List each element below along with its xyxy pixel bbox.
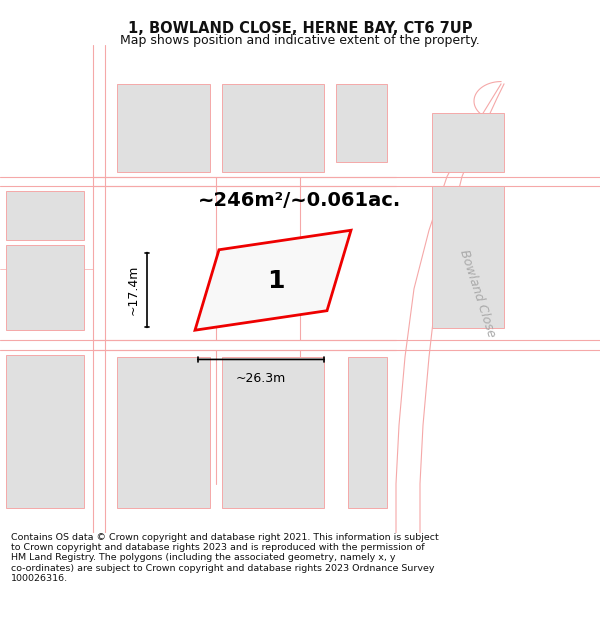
Polygon shape <box>6 191 84 240</box>
Polygon shape <box>222 84 324 172</box>
Text: ~26.3m: ~26.3m <box>236 372 286 384</box>
Polygon shape <box>195 230 351 330</box>
Polygon shape <box>348 357 387 508</box>
Text: Map shows position and indicative extent of the property.: Map shows position and indicative extent… <box>120 34 480 48</box>
Text: ~17.4m: ~17.4m <box>127 265 140 315</box>
Text: ~246m²/~0.061ac.: ~246m²/~0.061ac. <box>199 191 401 211</box>
Text: Bowland Close: Bowland Close <box>457 248 497 339</box>
Polygon shape <box>222 357 324 508</box>
Polygon shape <box>6 245 84 330</box>
Text: 1: 1 <box>267 269 285 294</box>
Text: Contains OS data © Crown copyright and database right 2021. This information is : Contains OS data © Crown copyright and d… <box>11 532 439 583</box>
Polygon shape <box>432 186 504 328</box>
Text: 1, BOWLAND CLOSE, HERNE BAY, CT6 7UP: 1, BOWLAND CLOSE, HERNE BAY, CT6 7UP <box>128 21 472 36</box>
Polygon shape <box>117 357 210 508</box>
Polygon shape <box>432 113 504 172</box>
Polygon shape <box>117 84 210 172</box>
Polygon shape <box>6 354 84 508</box>
Polygon shape <box>336 84 387 162</box>
